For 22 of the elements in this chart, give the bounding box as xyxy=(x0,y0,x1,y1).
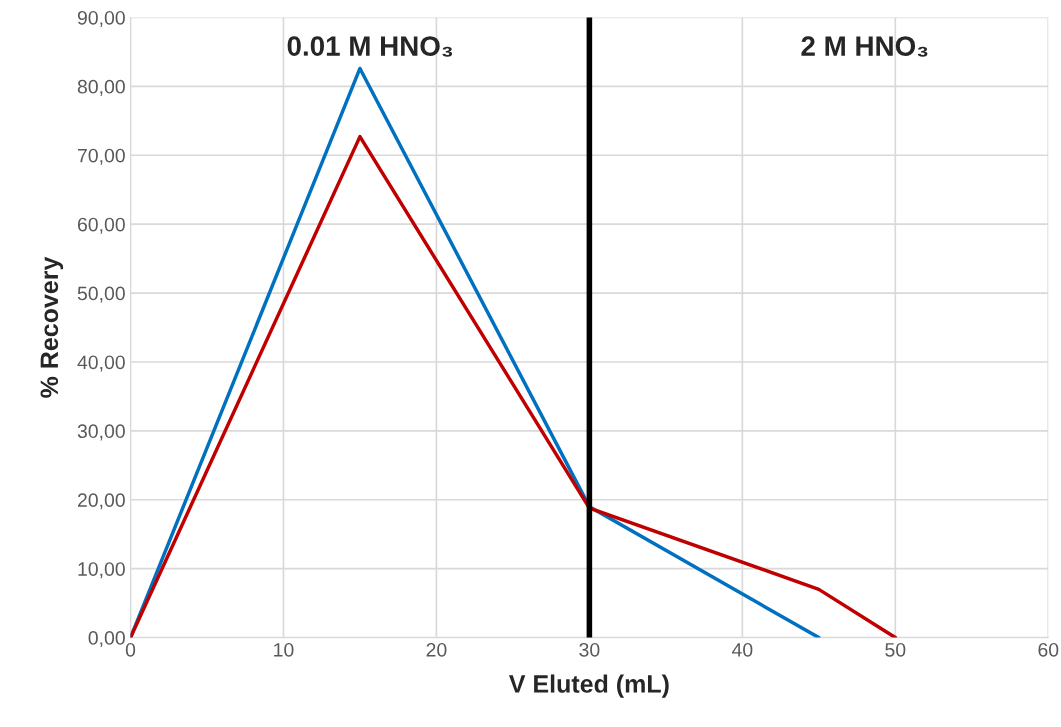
y-tick-label: 20,00 xyxy=(77,493,125,510)
x-tick-label: 20 xyxy=(426,642,447,657)
x-axis-title: V Eluted (mL) xyxy=(509,674,669,698)
x-tick-label: 50 xyxy=(885,642,906,657)
annotation: 0.01 M HNO₃ xyxy=(287,36,453,57)
x-tick-label: 30 xyxy=(579,642,600,657)
y-tick-label: 0,00 xyxy=(88,631,125,648)
line-series xyxy=(130,134,898,638)
y-axis-title: % Recovery xyxy=(40,256,64,398)
y-tick-label: 30,00 xyxy=(77,424,125,441)
y-tick-label: 90,00 xyxy=(77,10,125,27)
y-tick-label: 50,00 xyxy=(77,286,125,303)
x-tick-label: 40 xyxy=(731,642,753,657)
y-tick-label: 40,00 xyxy=(77,355,125,372)
x-tick-label: 0 xyxy=(125,642,136,657)
x-tick-label: 60 xyxy=(1038,642,1059,657)
y-tick-label: 80,00 xyxy=(77,79,125,96)
y-tick-label: 60,00 xyxy=(77,217,125,234)
y-tick-label: 10,00 xyxy=(78,562,125,579)
annotation: 2 M HNO₃ xyxy=(801,36,928,57)
y-tick-label: 70,00 xyxy=(77,148,125,165)
x-tick-label: 10 xyxy=(274,642,294,657)
